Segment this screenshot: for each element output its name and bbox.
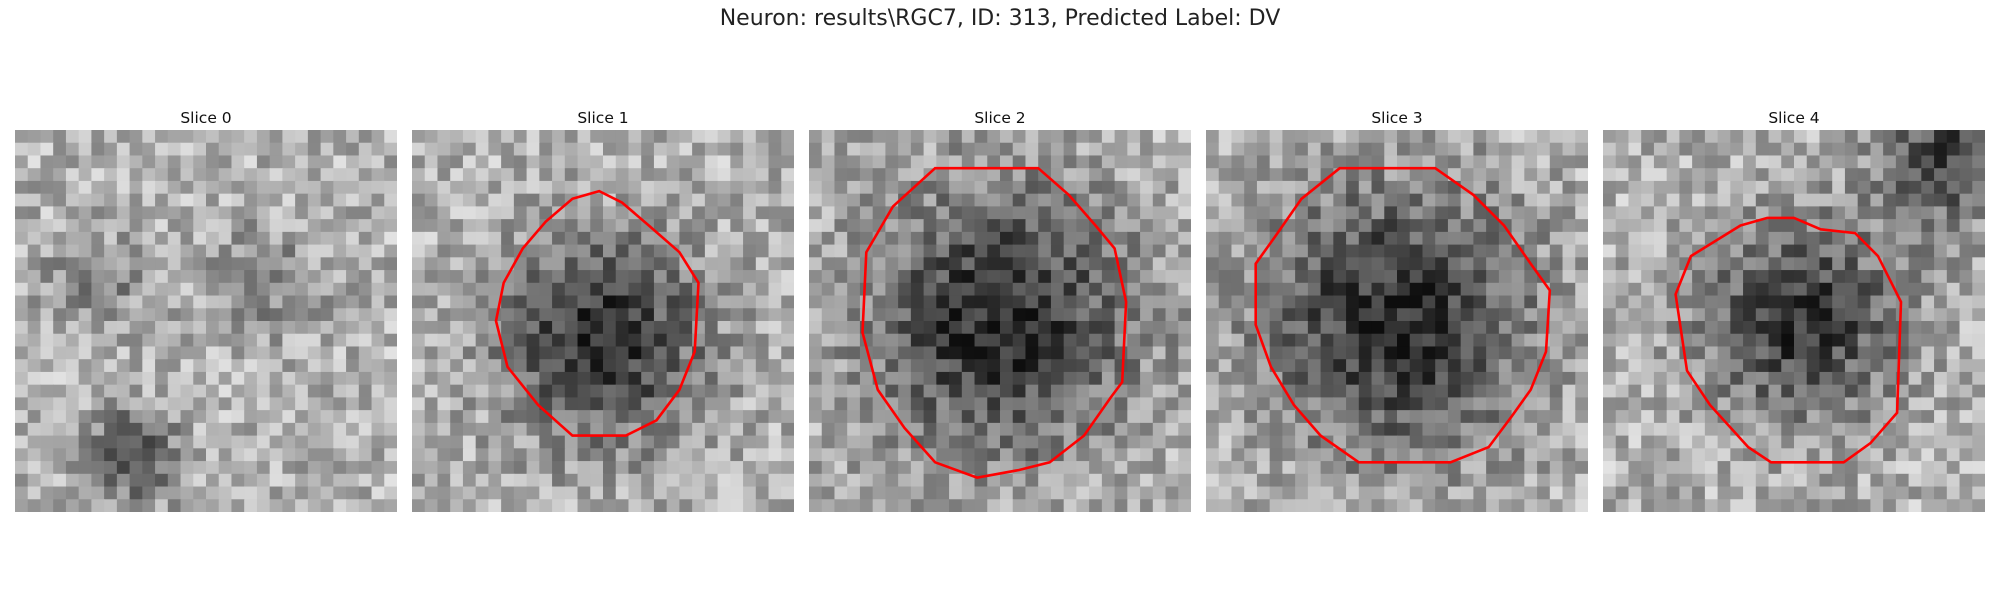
slice-panel-3: Slice 3 [1206, 106, 1588, 512]
slice-title-3: Slice 3 [1371, 109, 1423, 127]
slice-image-1 [412, 130, 794, 512]
slice-title-1: Slice 1 [577, 109, 629, 127]
roi-contour-1 [494, 189, 700, 437]
slice-svg-4 [1603, 130, 1985, 512]
slice-image-4 [1603, 130, 1985, 512]
roi-contour-4 [1674, 216, 1903, 464]
slice-panel-2: Slice 2 [809, 106, 1191, 512]
slice-panel-1: Slice 1 [412, 106, 794, 512]
pixel-grid-3 [1206, 130, 1588, 512]
slice-svg-0 [15, 130, 397, 512]
slice-image-2 [809, 130, 1191, 512]
pixel-grid-1 [412, 130, 794, 512]
roi-contour-3 [1254, 166, 1552, 464]
slice-image-3 [1206, 130, 1588, 512]
pixel-grid-4 [1603, 130, 1985, 512]
slice-title-4: Slice 4 [1768, 109, 1820, 127]
roi-contour-2 [861, 166, 1128, 479]
pixel-grid-0 [15, 130, 397, 512]
slice-title-0: Slice 0 [180, 109, 232, 127]
slice-svg-2 [809, 130, 1191, 512]
slice-title-2: Slice 2 [974, 109, 1026, 127]
pixel-grid-2 [809, 130, 1191, 512]
slice-image-0 [15, 130, 397, 512]
figure-title: Neuron: results\RGC7, ID: 313, Predicted… [719, 6, 1281, 31]
slice-svg-1 [412, 130, 794, 512]
slice-panel-0: Slice 0 [15, 106, 397, 512]
slice-panel-4: Slice 4 [1603, 106, 1985, 512]
slice-svg-3 [1206, 130, 1588, 512]
